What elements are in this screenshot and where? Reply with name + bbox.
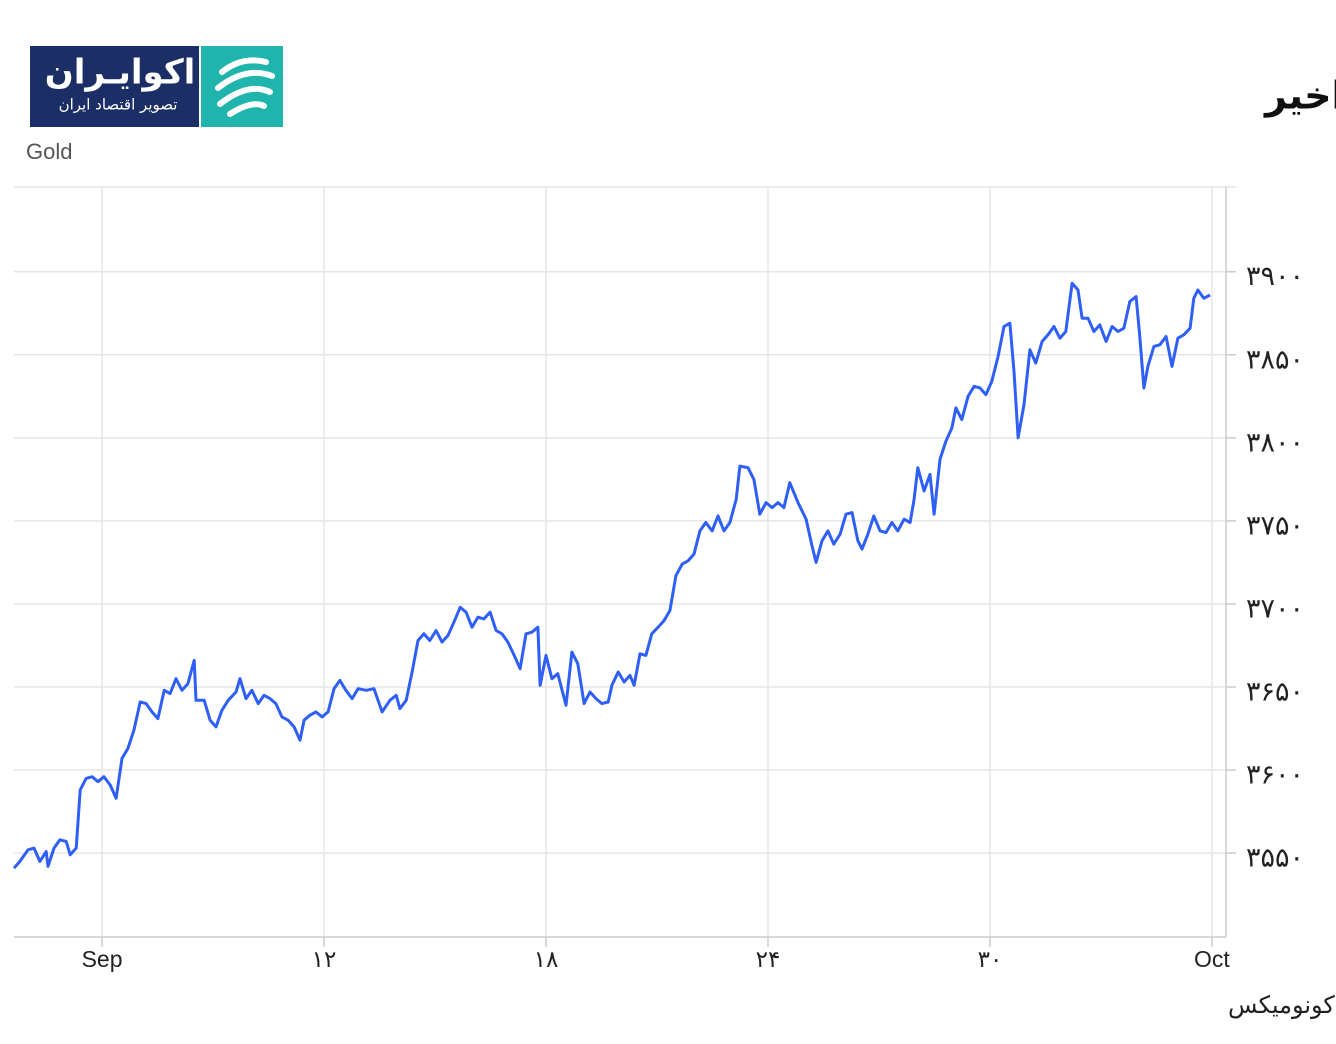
x-tick-label: ۳۰ — [978, 946, 1003, 972]
source: منبع: تریدینگ اکونومیکس — [1228, 991, 1336, 1019]
x-tick-label: Sep — [82, 946, 123, 972]
y-tick-label: ۳۵۵۰ — [1246, 843, 1304, 874]
y-tick-label: ۳۸۵۰ — [1246, 344, 1304, 375]
y-tick-label: ۳۷۵۰ — [1246, 510, 1304, 541]
y-axis-label: Gold — [26, 139, 72, 164]
price-line — [12, 281, 1211, 870]
y-tick-label: ۳۶۰۰ — [1246, 760, 1304, 791]
y-tick-label: ۳۶۵۰ — [1246, 677, 1304, 708]
logo-bg — [30, 46, 199, 127]
x-tick-label: ۱۸ — [534, 946, 559, 972]
x-tick-label: ۲۴ — [756, 946, 781, 972]
y-tick-label: ۳۸۰۰ — [1246, 427, 1304, 458]
y-tick-label: ۳۹۰۰ — [1246, 261, 1304, 292]
y-tick-label: ۳۷۰۰ — [1246, 593, 1304, 624]
logo-icon-bg — [201, 46, 283, 127]
logo: اکوایـران تصویر اقتصاد ایران — [30, 46, 283, 127]
chart-title: روند طلای جهانی در یک ماه اخیر — [1263, 74, 1336, 119]
x-tick-label: ۱۲ — [312, 946, 337, 972]
x-tick-label: Oct — [1194, 946, 1230, 972]
logo-name: اکوایـران — [45, 53, 196, 93]
logo-tagline: تصویر اقتصاد ایران — [59, 96, 178, 114]
logo-icon — [215, 57, 275, 117]
plot-area: ۳۵۵۰ ۳۶۰۰ ۳۶۵۰ ۳۷۰۰ ۳۷۵۰ ۳۸۰۰ ۳۸۵۰ ۳۹۰۰ Sep ۱۲ ۱۸ ۲… — [12, 186, 1304, 972]
